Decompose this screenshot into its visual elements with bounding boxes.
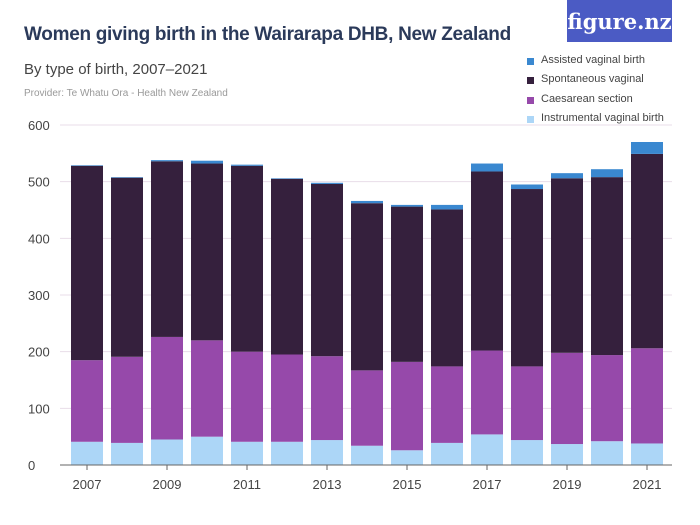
- bar-segment-spontaneous-vaginal: [111, 177, 143, 357]
- provider: Provider: Te Whatu Ora - Health New Zeal…: [24, 88, 228, 99]
- bar-segment-spontaneous-vaginal: [631, 153, 663, 349]
- x-tick-label: 2013: [313, 477, 342, 492]
- bar-segment-caesarean-section: [151, 336, 183, 440]
- bar-segment-caesarean-section: [191, 340, 223, 437]
- bar-segment-spontaneous-vaginal: [231, 165, 263, 352]
- bar-segment-assisted-vaginal-birth: [631, 142, 663, 154]
- legend-item-caesarean: Caesarean section: [527, 89, 664, 109]
- x-tick-label: 2021: [633, 477, 662, 492]
- bar-segment-caesarean-section: [111, 356, 143, 443]
- x-tick-label: 2009: [153, 477, 182, 492]
- y-tick-label: 200: [28, 345, 50, 360]
- legend-swatch: [527, 77, 534, 85]
- bar-segment-assisted-vaginal-birth: [271, 178, 303, 179]
- bar-segment-instrumental-vaginal-birth: [71, 441, 103, 465]
- bar-segment-spontaneous-vaginal: [271, 178, 303, 355]
- bar-segment-instrumental-vaginal-birth: [591, 441, 623, 465]
- legend: Assisted vaginal birth Spontaneous vagin…: [527, 50, 664, 128]
- y-tick-label: 100: [28, 401, 50, 416]
- bar-segment-instrumental-vaginal-birth: [471, 434, 503, 465]
- bar-segment-spontaneous-vaginal: [591, 177, 623, 356]
- y-tick-label: 400: [28, 231, 50, 246]
- legend-label: Assisted vaginal birth: [541, 53, 645, 66]
- bar-segment-instrumental-vaginal-birth: [151, 439, 183, 465]
- x-tick-label: 2007: [73, 477, 102, 492]
- bar-segment-instrumental-vaginal-birth: [271, 441, 303, 465]
- bar-segment-caesarean-section: [351, 370, 383, 446]
- legend-label: Caesarean section: [541, 92, 633, 105]
- legend-label: Spontaneous vaginal: [541, 73, 644, 86]
- bar-segment-instrumental-vaginal-birth: [311, 440, 343, 465]
- bar-segment-assisted-vaginal-birth: [551, 173, 583, 179]
- bar-segment-caesarean-section: [231, 351, 263, 442]
- bar-segment-instrumental-vaginal-birth: [631, 443, 663, 465]
- bar-segment-assisted-vaginal-birth: [591, 169, 623, 178]
- bar-segment-spontaneous-vaginal: [391, 206, 423, 362]
- bar-segment-caesarean-section: [431, 366, 463, 443]
- legend-swatch: [527, 57, 534, 65]
- y-tick-label: 600: [28, 118, 50, 133]
- x-tick-label: 2019: [553, 477, 582, 492]
- legend-label: Instrumental vaginal birth: [541, 112, 664, 125]
- bar-segment-instrumental-vaginal-birth: [391, 450, 423, 465]
- bar-segment-spontaneous-vaginal: [551, 178, 583, 353]
- bar-segment-assisted-vaginal-birth: [511, 184, 543, 190]
- bar-segment-caesarean-section: [591, 355, 623, 442]
- bar-segment-assisted-vaginal-birth: [151, 160, 183, 162]
- bar-segment-assisted-vaginal-birth: [71, 165, 103, 166]
- bar-segment-caesarean-section: [631, 348, 663, 444]
- bar-segment-assisted-vaginal-birth: [471, 163, 503, 172]
- bar-segment-assisted-vaginal-birth: [431, 204, 463, 210]
- legend-swatch: [527, 116, 534, 124]
- bar-segment-instrumental-vaginal-birth: [431, 442, 463, 465]
- bar-segment-spontaneous-vaginal: [351, 203, 383, 371]
- legend-item-spontaneous: Spontaneous vaginal: [527, 70, 664, 90]
- x-tick-label: 2015: [393, 477, 422, 492]
- bar-segment-spontaneous-vaginal: [151, 161, 183, 337]
- bar-segment-caesarean-section: [471, 350, 503, 435]
- bar-segment-assisted-vaginal-birth: [351, 200, 383, 204]
- bar-segment-spontaneous-vaginal: [511, 189, 543, 367]
- bar-segment-spontaneous-vaginal: [191, 163, 223, 341]
- chart-title: Women giving birth in the Wairarapa DHB,…: [24, 24, 511, 45]
- bar-segment-instrumental-vaginal-birth: [231, 441, 263, 465]
- bar-segment-caesarean-section: [551, 352, 583, 445]
- bar-segment-instrumental-vaginal-birth: [351, 445, 383, 465]
- figure-nz-logo[interactable]: figure.nz: [567, 0, 672, 42]
- x-tick-label: 2011: [233, 477, 261, 492]
- bar-segment-instrumental-vaginal-birth: [511, 440, 543, 465]
- legend-swatch: [527, 96, 534, 104]
- bar-segment-assisted-vaginal-birth: [231, 164, 263, 166]
- bar-segment-spontaneous-vaginal: [71, 165, 103, 361]
- bar-segment-assisted-vaginal-birth: [191, 160, 223, 164]
- y-tick-label: 300: [28, 288, 50, 303]
- bar-segment-spontaneous-vaginal: [431, 209, 463, 367]
- bar-segment-caesarean-section: [271, 354, 303, 442]
- bar-segment-caesarean-section: [511, 366, 543, 441]
- chart-subtitle: By type of birth, 2007–2021: [24, 61, 208, 78]
- bar-segment-instrumental-vaginal-birth: [551, 444, 583, 465]
- bar-segment-caesarean-section: [391, 361, 423, 451]
- bar-segment-caesarean-section: [71, 360, 103, 442]
- bar-segment-spontaneous-vaginal: [471, 171, 503, 351]
- bar-segment-spontaneous-vaginal: [311, 183, 343, 357]
- bar-segment-assisted-vaginal-birth: [311, 182, 343, 184]
- y-tick-label: 500: [28, 175, 50, 190]
- bar-segment-caesarean-section: [311, 356, 343, 441]
- bar-segment-assisted-vaginal-birth: [111, 177, 143, 178]
- y-tick-label: 0: [28, 458, 35, 473]
- legend-item-instrumental: Instrumental vaginal birth: [527, 109, 664, 129]
- legend-item-assisted: Assisted vaginal birth: [527, 50, 664, 70]
- bar-segment-instrumental-vaginal-birth: [191, 436, 223, 465]
- bar-segment-instrumental-vaginal-birth: [111, 442, 143, 465]
- x-tick-label: 2017: [473, 477, 502, 492]
- bar-segment-assisted-vaginal-birth: [391, 204, 423, 207]
